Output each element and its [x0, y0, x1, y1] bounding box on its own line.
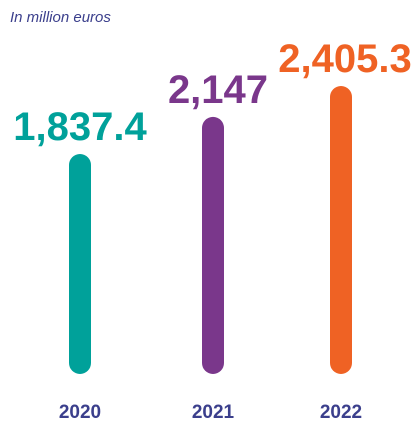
- bar-2021: [202, 117, 224, 374]
- category-label-2021: 2021: [192, 402, 235, 423]
- category-label-2020: 2020: [59, 402, 101, 423]
- category-label-2022: 2022: [320, 402, 362, 423]
- unit-label: In million euros: [10, 9, 111, 26]
- bars-group: 1,837.4 2020 2,147 2021 2,405.3 2022: [13, 37, 411, 423]
- value-label-2021: 2,147: [168, 68, 268, 112]
- bar-2020: [69, 154, 91, 374]
- bar-2022: [330, 86, 352, 374]
- value-label-2020: 1,837.4: [13, 105, 147, 149]
- value-label-2022: 2,405.3: [278, 37, 411, 81]
